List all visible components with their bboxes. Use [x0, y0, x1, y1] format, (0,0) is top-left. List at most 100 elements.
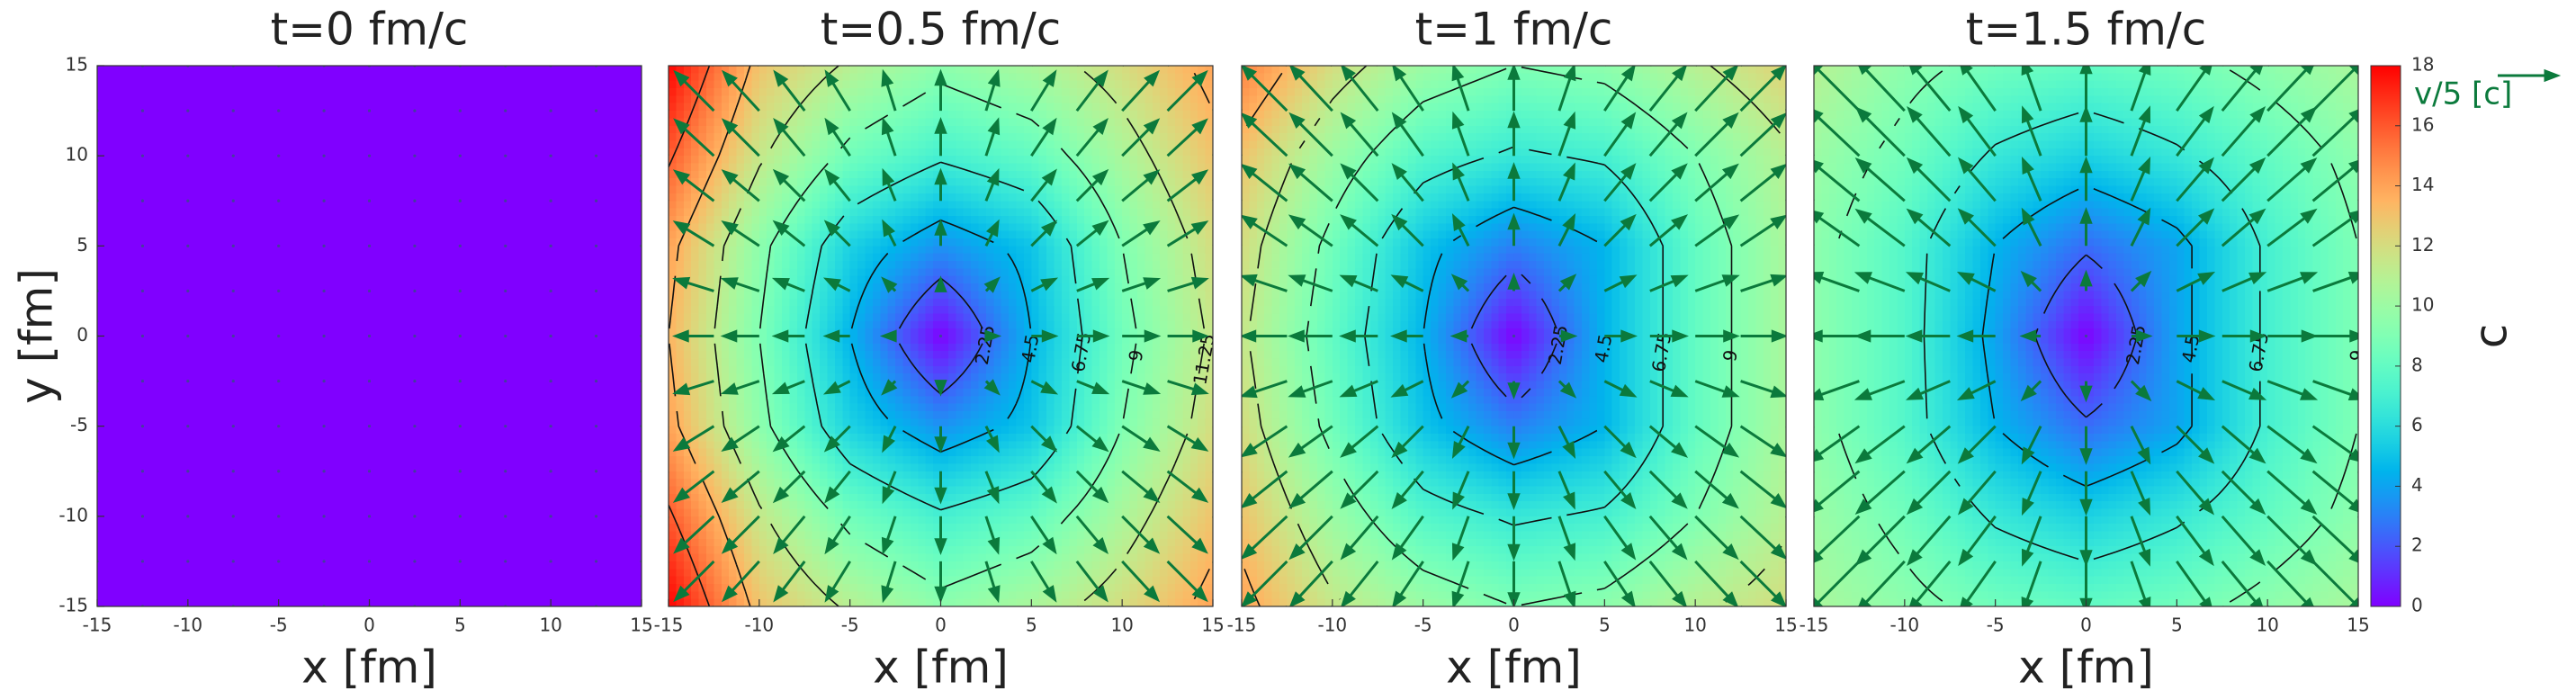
heat-cell — [452, 508, 461, 517]
heat-cell — [149, 569, 158, 578]
heat-cell — [97, 253, 106, 262]
heat-cell — [513, 156, 522, 165]
heat-cell — [293, 546, 302, 555]
heat-cell — [558, 275, 567, 284]
heat-cell — [286, 508, 295, 517]
heat-cell — [301, 381, 310, 390]
heat-cell — [535, 230, 544, 239]
heat-cell — [346, 170, 355, 179]
heat-cell — [422, 88, 431, 96]
heat-cell — [271, 111, 280, 120]
heat-cell — [127, 501, 136, 510]
heat-cell — [618, 576, 627, 585]
heat-cell — [580, 215, 589, 224]
heat-cell — [354, 268, 363, 277]
heat-cell — [527, 426, 536, 435]
heat-cell — [391, 246, 400, 255]
heat-cell — [202, 456, 211, 465]
heat-cell — [362, 373, 371, 382]
heat-cell — [309, 73, 318, 82]
heat-cell — [391, 343, 400, 352]
heat-cell — [452, 343, 461, 352]
heat-cell — [407, 95, 416, 104]
heat-cell — [452, 88, 461, 96]
heat-cell — [233, 185, 242, 194]
heat-cell — [422, 373, 431, 382]
heat-cell — [384, 156, 393, 165]
heat-cell — [551, 365, 560, 374]
heat-cell — [142, 486, 151, 495]
heat-cell — [263, 493, 272, 502]
heat-cell — [127, 441, 136, 450]
heat-cell — [505, 418, 514, 427]
heat-cell — [211, 66, 220, 74]
heat-cell — [248, 531, 257, 540]
heat-cell — [489, 178, 498, 187]
heat-cell — [437, 246, 446, 255]
heat-cell — [543, 576, 552, 585]
heat-cell — [384, 358, 393, 367]
heat-cell — [225, 441, 234, 450]
heat-cell — [482, 471, 491, 480]
heat-cell — [437, 298, 446, 307]
heat-cell — [513, 275, 522, 284]
heat-cell — [573, 448, 582, 457]
heat-cell — [263, 313, 272, 322]
heat-cell — [475, 178, 484, 187]
heat-cell — [558, 426, 567, 435]
heat-cell — [362, 448, 371, 457]
heat-cell — [165, 66, 174, 74]
heat-cell — [120, 561, 129, 570]
heat-cell — [157, 479, 166, 488]
heat-cell — [565, 328, 574, 337]
heat-cell — [256, 441, 265, 450]
heat-cell — [165, 178, 174, 187]
heat-cell — [580, 524, 589, 533]
heat-cell — [452, 313, 461, 322]
heat-cell — [362, 246, 371, 255]
heat-cell — [112, 88, 121, 96]
heat-cell — [603, 351, 612, 360]
heat-cell — [120, 223, 129, 232]
heat-cell — [482, 381, 491, 390]
heat-cell — [97, 365, 106, 374]
heat-cell — [611, 215, 620, 224]
heat-cell — [489, 163, 498, 172]
heat-cell — [278, 170, 287, 179]
heat-cell — [580, 73, 589, 82]
heat-cell — [444, 178, 453, 187]
heat-cell — [543, 103, 552, 112]
heat-cell — [346, 486, 355, 495]
heat-cell — [112, 118, 121, 127]
heat-cell — [180, 246, 189, 255]
heat-cell — [271, 80, 280, 89]
heat-cell — [391, 448, 400, 457]
heat-cell — [309, 546, 318, 555]
heat-cell — [475, 223, 484, 232]
heat-cell — [354, 230, 363, 239]
heat-cell — [354, 471, 363, 480]
heat-cell — [218, 156, 227, 165]
heat-cell — [626, 336, 635, 345]
heat-cell — [444, 336, 453, 345]
heat-cell — [301, 426, 310, 435]
heat-cell — [187, 531, 196, 540]
heat-cell — [384, 524, 393, 533]
heat-cell — [498, 343, 507, 352]
heat-cell — [543, 95, 552, 104]
heat-cell — [195, 351, 204, 360]
heat-cell — [505, 223, 514, 232]
heat-cell — [580, 479, 589, 488]
heat-cell — [626, 291, 635, 300]
heat-cell — [263, 148, 272, 157]
heat-cell — [180, 493, 189, 502]
heat-cell — [316, 576, 325, 585]
heat-cell — [157, 275, 166, 284]
heat-cell — [149, 396, 158, 405]
heat-cell — [603, 185, 612, 194]
heat-cell — [551, 576, 560, 585]
heat-cell — [603, 320, 612, 329]
heat-cell — [422, 516, 431, 525]
heat-cell — [301, 531, 310, 540]
heat-cell — [543, 336, 552, 345]
